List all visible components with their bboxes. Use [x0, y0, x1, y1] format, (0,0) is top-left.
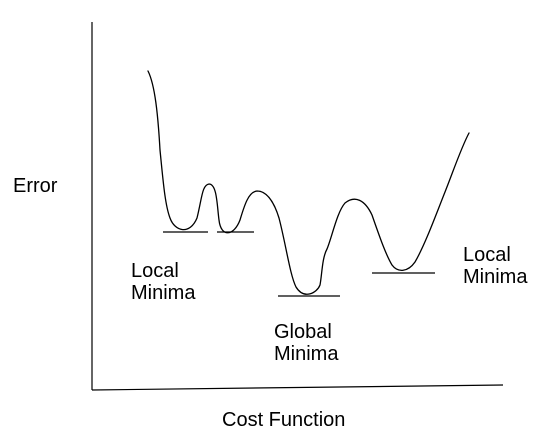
local-minima-right-line2: Minima — [463, 266, 528, 288]
global-minima-label: Global Minima — [274, 321, 338, 365]
local-minima-left-line2: Minima — [131, 282, 196, 304]
local-minima-left-label: Local Minima — [131, 260, 195, 304]
error-curve — [147, 70, 470, 295]
x-axis-label: Cost Function — [222, 409, 346, 431]
local-minima-left-line1: Local — [131, 260, 179, 282]
y-axis-label: Error — [13, 175, 58, 197]
global-minima-line1: Global — [274, 321, 332, 343]
local-minima-right-label: Local Minima — [463, 244, 527, 288]
x-axis — [91, 384, 504, 391]
local-minima-right-line1: Local — [463, 244, 511, 266]
global-minima-line2: Minima — [274, 343, 339, 365]
